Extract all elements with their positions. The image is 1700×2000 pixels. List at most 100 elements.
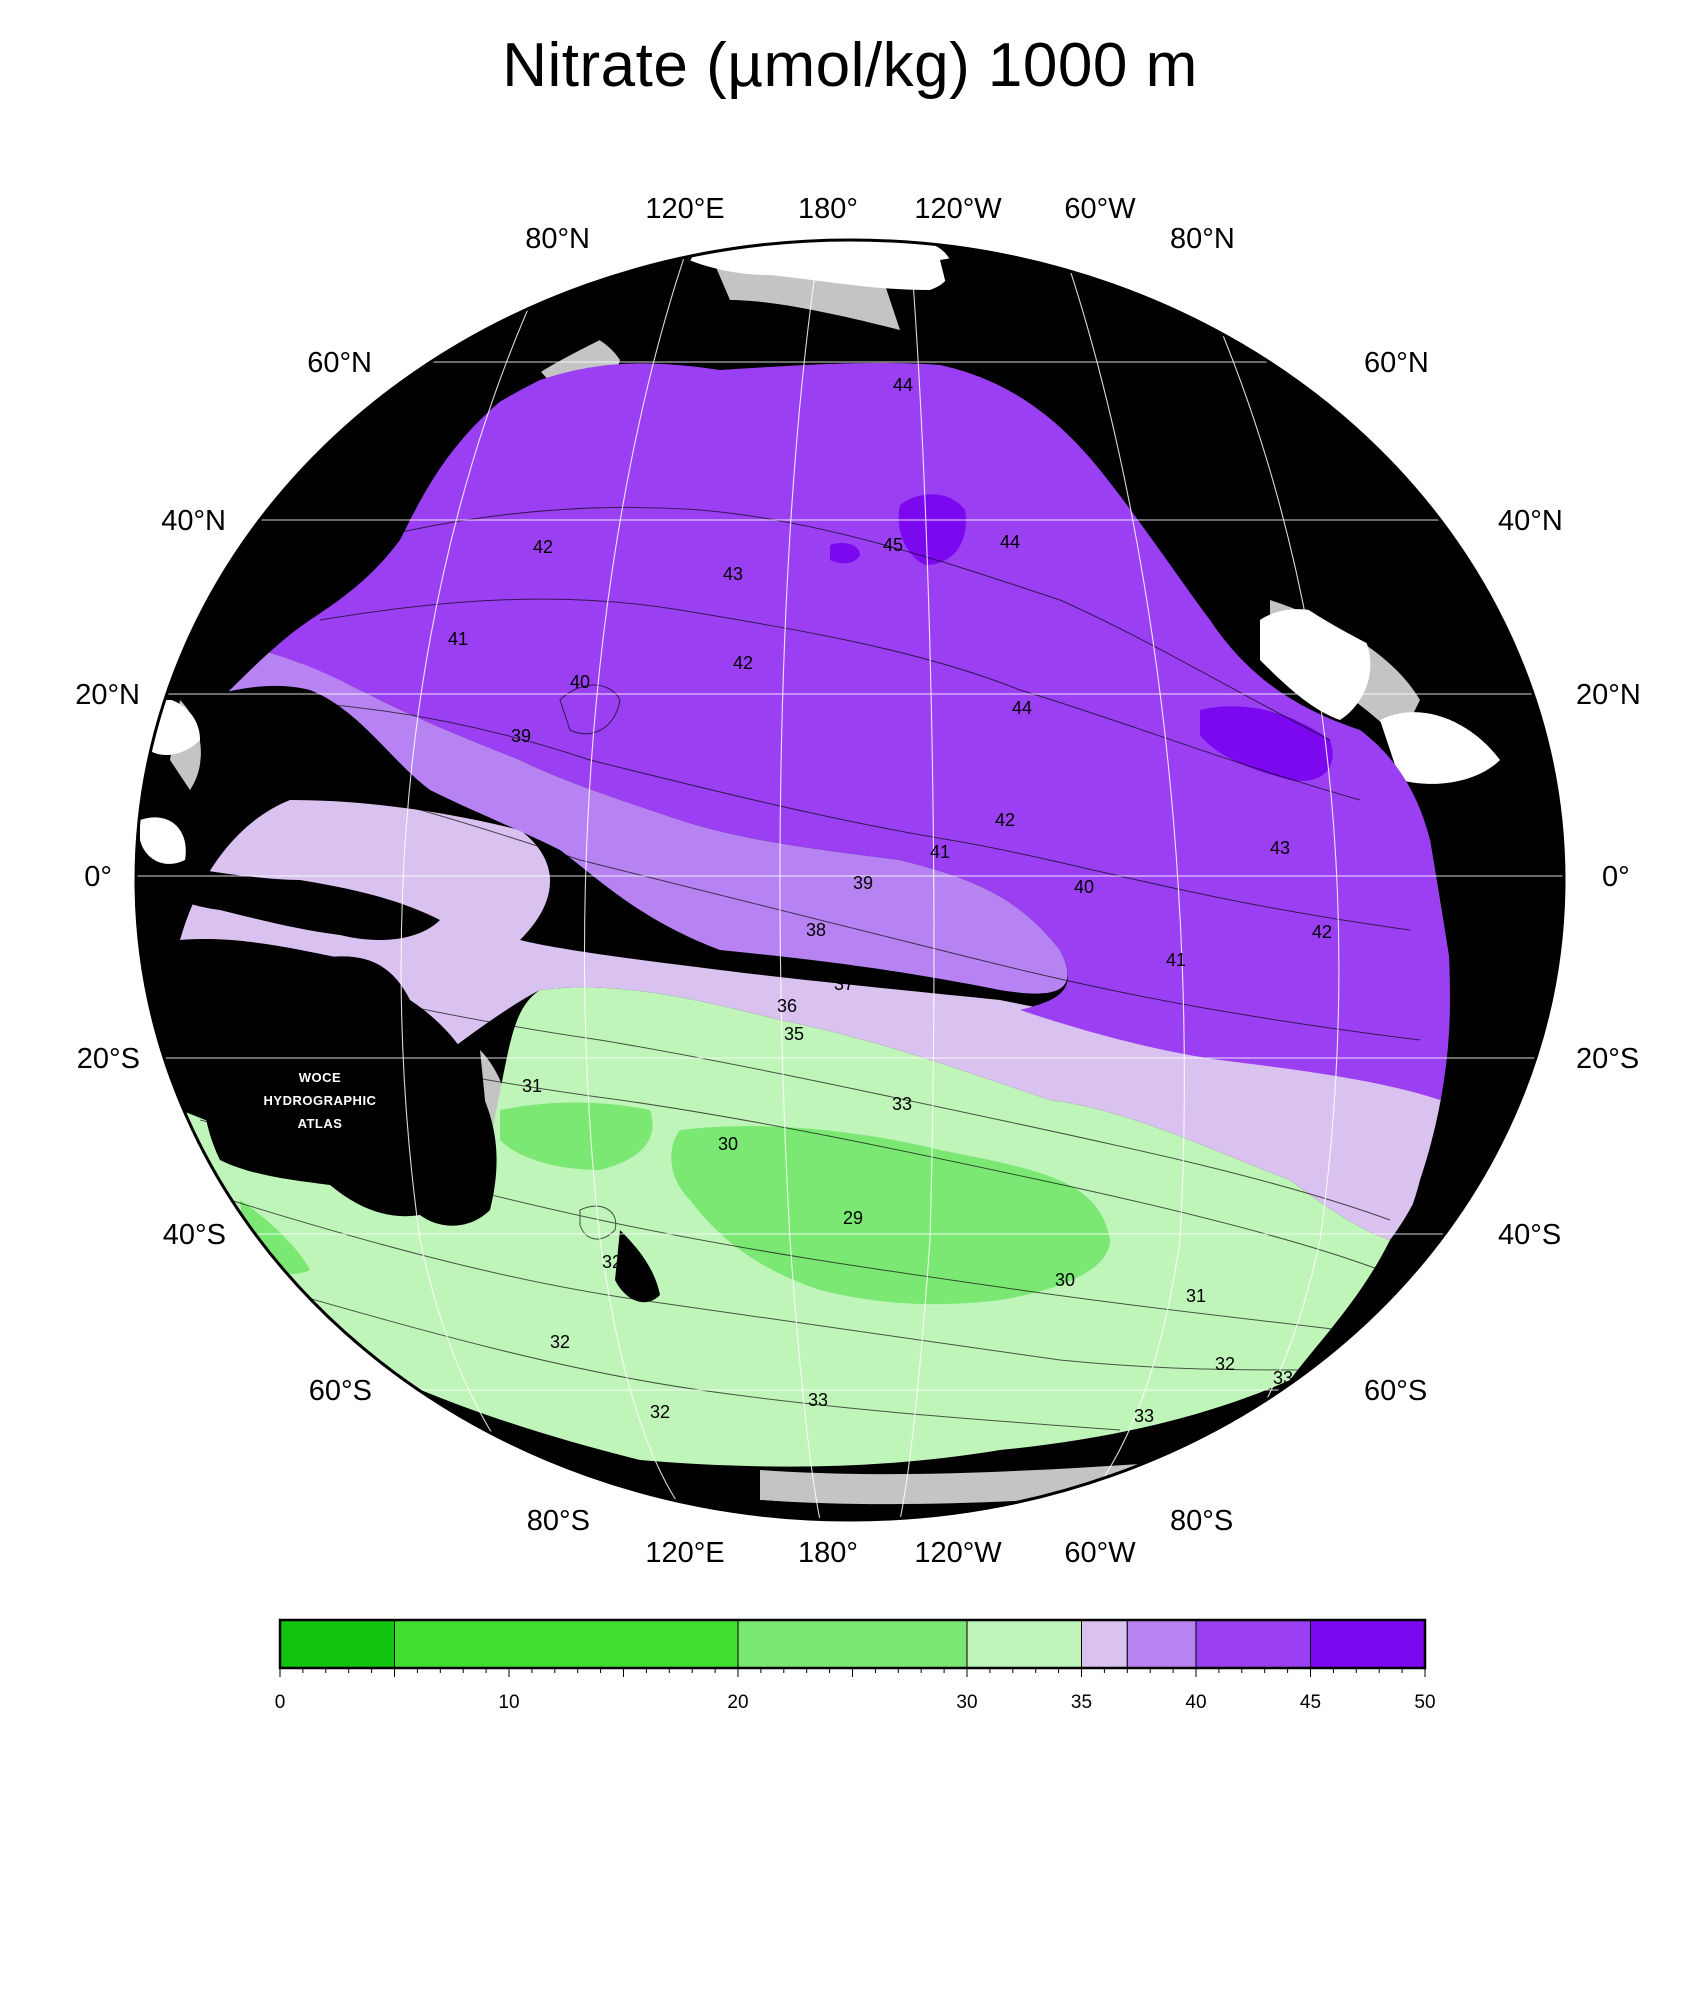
colorbar-tick-label: 50 bbox=[1414, 1692, 1435, 1713]
lon-labels-bottom: 120°E 180° 120°W 60°W bbox=[645, 1537, 1136, 1569]
contour-label: 39 bbox=[853, 873, 873, 893]
stamp-line-1: WOCE bbox=[299, 1070, 341, 1085]
colorbar: 0 10 20 30 35 40 45 50 bbox=[275, 1618, 1436, 1713]
lat-label-right-40n: 40°N bbox=[1498, 505, 1563, 537]
contour-label: 33 bbox=[1134, 1406, 1154, 1426]
contour-label: 31 bbox=[1186, 1286, 1206, 1306]
band-45-50-a bbox=[898, 494, 966, 565]
colorbar-tick-label: 0 bbox=[275, 1692, 286, 1713]
contour-label: 39 bbox=[511, 726, 531, 746]
colorbar-tick-label: 30 bbox=[956, 1692, 977, 1713]
lat-label-right-20n: 20°N bbox=[1576, 679, 1641, 711]
lon-label-top-120w: 120°W bbox=[914, 193, 1002, 225]
contour-label: 43 bbox=[1270, 838, 1290, 858]
contour-label: 44 bbox=[1000, 532, 1020, 552]
contour-label: 33 bbox=[892, 1094, 912, 1114]
lat-label-right-40s: 40°S bbox=[1498, 1219, 1561, 1251]
stamp-line-2: HYDROGRAPHIC bbox=[264, 1093, 377, 1108]
contour-label: 42 bbox=[533, 537, 553, 557]
contour-label: 38 bbox=[312, 740, 332, 760]
colorbar-tick-label: 35 bbox=[1071, 1692, 1092, 1713]
stamp-line-3: ATLAS bbox=[298, 1116, 343, 1131]
contour-label: 36 bbox=[210, 994, 230, 1014]
colorbar-bin-5 bbox=[1126, 1619, 1197, 1669]
colorbar-bin-0 bbox=[279, 1619, 395, 1669]
lat-label-right-60n: 60°N bbox=[1364, 347, 1429, 379]
lat-label-right-80s: 80°S bbox=[1170, 1505, 1233, 1537]
contour-label: 37 bbox=[275, 729, 295, 749]
colorbar-bin-3 bbox=[966, 1619, 1082, 1669]
contour-label: 36 bbox=[777, 996, 797, 1016]
band-37-40 bbox=[195, 650, 1068, 994]
contour-label: 30 bbox=[1055, 1270, 1075, 1290]
disk-outline bbox=[134, 238, 1566, 1522]
lon-label-bottom-180: 180° bbox=[798, 1537, 858, 1569]
band-20-30 bbox=[671, 1126, 1110, 1305]
contour-label: 33 bbox=[1273, 1368, 1293, 1388]
contour-label: 33 bbox=[808, 1390, 828, 1410]
colorbar-bin-7 bbox=[1310, 1619, 1426, 1669]
indonesia bbox=[140, 860, 440, 940]
map-title: Nitrate (µmol/kg) 1000 m bbox=[502, 31, 1198, 100]
lat-label-right-80n: 80°N bbox=[1170, 223, 1235, 255]
contour-label: 41 bbox=[448, 629, 468, 649]
contour-label: 38 bbox=[806, 920, 826, 940]
lat-label-right-60s: 60°S bbox=[1364, 1375, 1427, 1407]
contour-label: 42 bbox=[733, 653, 753, 673]
contour-value-labels: 44 42 43 45 44 41 42 40 44 39 37 38 39 4… bbox=[210, 375, 1332, 1426]
colorbar-tick-label: 40 bbox=[1185, 1692, 1206, 1713]
lat-label-left-40n: 40°N bbox=[161, 505, 226, 537]
new-zealand bbox=[615, 1230, 660, 1303]
lat-label-left-80n: 80°N bbox=[525, 223, 590, 255]
contour-label: 32 bbox=[1215, 1354, 1235, 1374]
contour-label: 32 bbox=[650, 1402, 670, 1422]
contour-label: 41 bbox=[930, 842, 950, 862]
colorbar-bin-2 bbox=[737, 1619, 968, 1669]
lat-label-left-20s: 20°S bbox=[77, 1043, 140, 1075]
lon-label-top-60w: 60°W bbox=[1064, 193, 1136, 225]
contour-label: 32 bbox=[602, 1252, 622, 1272]
contour-label: 41 bbox=[1166, 950, 1186, 970]
lat-label-right-0: 0° bbox=[1602, 861, 1630, 893]
contour-label: 40 bbox=[570, 672, 590, 692]
lat-label-left-60n: 60°N bbox=[307, 347, 372, 379]
band-40-45 bbox=[260, 362, 1460, 1100]
colorbar-bin-4 bbox=[1081, 1619, 1128, 1669]
contour-label: 43 bbox=[723, 564, 743, 584]
lat-label-left-20n: 20°N bbox=[75, 679, 140, 711]
lon-label-bottom-120w: 120°W bbox=[914, 1537, 1002, 1569]
colorbar-tick-label: 45 bbox=[1300, 1692, 1321, 1713]
contour-label: 44 bbox=[893, 375, 913, 395]
lon-labels-top: 120°E 180° 120°W 60°W bbox=[645, 193, 1136, 225]
band-45-50-b bbox=[1200, 706, 1333, 781]
colorbar-bin-1 bbox=[394, 1619, 739, 1669]
band-20-30-west bbox=[500, 1102, 653, 1170]
lat-label-left-40s: 40°S bbox=[163, 1219, 226, 1251]
contour-label: 29 bbox=[843, 1208, 863, 1228]
lon-label-top-180: 180° bbox=[798, 193, 858, 225]
graticule bbox=[136, 240, 1564, 1520]
contour-label: 31 bbox=[522, 1076, 542, 1096]
lon-label-bottom-60w: 60°W bbox=[1064, 1537, 1136, 1569]
contour-label: 30 bbox=[718, 1134, 738, 1154]
lon-label-bottom-120e: 120°E bbox=[645, 1537, 724, 1569]
colorbar-bin-6 bbox=[1195, 1619, 1311, 1669]
contour-label: 32 bbox=[550, 1332, 570, 1352]
lat-label-left-80s: 80°S bbox=[527, 1505, 590, 1537]
lat-label-left-60s: 60°S bbox=[309, 1375, 372, 1407]
contour-label: 35 bbox=[784, 1024, 804, 1044]
lon-label-top-120e: 120°E bbox=[645, 193, 724, 225]
lat-label-left-0: 0° bbox=[84, 861, 112, 893]
lat-labels-left: 80°N 60°N 40°N 20°N 0° 20°S 40°S 60°S 80… bbox=[75, 223, 590, 1537]
contour-label: 39 bbox=[298, 692, 318, 712]
australia bbox=[200, 956, 497, 1226]
colorbar-tick-label: 20 bbox=[727, 1692, 748, 1713]
contour-label: 45 bbox=[883, 535, 903, 555]
colorbar-tick-label: 10 bbox=[498, 1692, 519, 1713]
ocean-field bbox=[180, 362, 1460, 1467]
contour-label: 44 bbox=[1012, 698, 1032, 718]
lat-label-right-20s: 20°S bbox=[1576, 1043, 1639, 1075]
band-35-37 bbox=[180, 800, 1450, 1240]
contour-label: 40 bbox=[1074, 877, 1094, 897]
